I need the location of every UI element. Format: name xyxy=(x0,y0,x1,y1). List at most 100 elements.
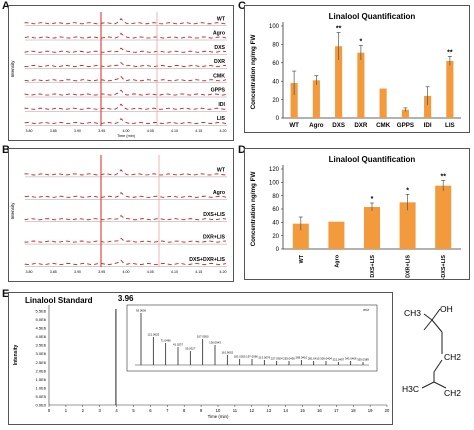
bar-wt xyxy=(292,223,309,249)
trace-line xyxy=(24,237,227,243)
y-tick-label: 60 xyxy=(272,207,279,213)
x-tick-label: 5 xyxy=(132,408,135,413)
y-axis-label: Intensity xyxy=(13,345,19,366)
y-axis-label: Concentration ng/mg FW xyxy=(250,35,257,110)
trace-agro: Agro xyxy=(24,31,227,41)
y-tick-label: 5.0E6 xyxy=(36,317,47,322)
oh-label: OH xyxy=(440,304,453,314)
trace-line xyxy=(24,32,227,39)
x-tick-label: 4.00 xyxy=(123,270,130,274)
significance-marker: ** xyxy=(447,49,453,56)
category-label: CMK xyxy=(376,122,391,129)
y-tick-label: 100 xyxy=(269,24,280,30)
x-tick-label: 19 xyxy=(368,408,373,413)
trace-label: DXS+DXR+LIS xyxy=(189,257,225,263)
bar-agro xyxy=(328,221,345,249)
spectrum-peak-label: 355.0389 xyxy=(357,358,369,362)
standard-chromatogram-svg: Linalool Standard Intensity 0.0E0 5.0E5 1.0E… xyxy=(13,294,390,419)
x-tick-label: 3.80 xyxy=(26,270,33,274)
chromatogram-b-svg: Intensity WT Agro DXS+LIS DXR+LIS DXS+DXR+LIS… xyxy=(10,155,227,274)
spectrum-peak-label: 41.0237 xyxy=(173,343,184,347)
spectrum-peak-label: 268.0410 xyxy=(295,356,307,360)
spectrum-peak-label: 197.0066 xyxy=(246,355,258,359)
spectrum-peak-label: 227.9924 xyxy=(271,357,283,361)
bar-chart-panel-c: Linalool Quantification Concentration ng/… xyxy=(244,5,470,133)
x-tick-label: 4.10 xyxy=(171,270,178,274)
trace-cmk: CMK xyxy=(24,73,227,83)
h3c-label: H3C xyxy=(402,384,419,394)
y-tick-label: 5.0E5 xyxy=(36,394,47,399)
trace-line xyxy=(24,214,227,221)
bar-chart-d-svg: Linalool Quantification Concentration ng/… xyxy=(250,155,461,292)
x-tick-label: 4.15 xyxy=(195,129,202,133)
spectrum-peak-label: 281.0415 xyxy=(308,357,320,361)
trace-dxr-lis: DXR+LIS xyxy=(24,235,227,245)
trace-agro: Agro xyxy=(24,190,227,200)
bar-lis xyxy=(446,60,454,118)
category-label: DXR+LIS xyxy=(406,255,412,278)
y-tick-label: 5.5E6 xyxy=(36,309,47,314)
significance-marker: * xyxy=(371,196,374,203)
significance-marker: ** xyxy=(440,173,446,180)
x-tick-label: 17 xyxy=(334,408,339,413)
y-tick-label: 0.0E0 xyxy=(36,403,47,408)
trace-label: Agro xyxy=(213,190,225,196)
trace-label: CMK xyxy=(213,73,225,79)
x-tick-label: 20 xyxy=(385,408,390,413)
x-tick-label: 14 xyxy=(283,408,288,413)
y-axis-label: Intensity xyxy=(10,202,15,220)
trace-wt: WT xyxy=(24,167,227,178)
panel-label-a: A xyxy=(2,0,10,12)
category-label: Agro xyxy=(309,122,324,129)
linalool-structure-svg: CH3 OH CH2 H3C CH2 xyxy=(402,304,461,398)
panel-label-c: C xyxy=(238,0,246,12)
category-label: IDI xyxy=(424,122,432,129)
significance-marker: ** xyxy=(336,25,342,32)
y-tick-label: 2.0E6 xyxy=(36,368,47,373)
x-tick-label: 16 xyxy=(317,408,322,413)
x-tick-label: 4.10 xyxy=(171,129,178,133)
trace-label: WT xyxy=(217,16,226,22)
spectrum-peak-label: 161.9002 xyxy=(221,351,233,355)
category-label: DXS xyxy=(332,122,345,129)
x-tick-label: 4.05 xyxy=(147,129,154,133)
spectrum-peak-label: 107.0500 xyxy=(197,335,209,339)
y-tick-label: 120 xyxy=(269,167,280,173)
x-tick-label: 4.20 xyxy=(220,129,227,133)
x-tick-label: 15 xyxy=(300,408,305,413)
y-tick-label: 2.5E6 xyxy=(36,360,47,365)
y-tick-label: 40 xyxy=(272,79,279,85)
chromatogram-panel-b: Intensity WT Agro DXS+LIS DXR+LIS DXS+DXR+LIS… xyxy=(8,148,234,282)
y-tick-label: 40 xyxy=(272,221,279,227)
bar-agro xyxy=(312,80,320,118)
spectrum-peak-label: 321.0407 xyxy=(332,358,344,362)
x-tick-label: 6 xyxy=(149,408,152,413)
y-tick-label: 0 xyxy=(276,247,280,253)
x-tick-label: 3.85 xyxy=(50,129,57,133)
bar-dxr-dxs-lis xyxy=(435,185,452,249)
trace-label: DXR+LIS xyxy=(203,235,226,241)
trace-line xyxy=(24,75,227,82)
spectrum-peak-label: 213.0076 xyxy=(258,356,270,360)
x-tick-label: 4.20 xyxy=(220,270,227,274)
trace-dxs: DXS xyxy=(24,45,227,55)
x-tick-label: 18 xyxy=(351,408,356,413)
category-label: LIS xyxy=(445,122,455,129)
bar-dxs xyxy=(335,46,343,118)
trace-line xyxy=(24,61,227,68)
y-tick-label: 4.5E6 xyxy=(36,326,47,331)
x-axis-label: Time (min) xyxy=(208,414,229,419)
significance-marker: * xyxy=(406,187,409,194)
spectrum-peak-label: 71.0496 xyxy=(161,339,172,343)
x-tick-label: 4.15 xyxy=(195,270,202,274)
standard-chromatogram-panel-e: Linalool Standard Intensity 0.0E0 5.0E5 1.0E… xyxy=(8,292,393,425)
x-tick-label: 0 xyxy=(48,408,51,413)
bond xyxy=(433,359,443,373)
category-label: GPPS xyxy=(397,122,414,129)
x-tick-label: 12 xyxy=(249,408,254,413)
ch3-label-top: CH3 xyxy=(404,308,421,318)
x-axis-label: Time (min) xyxy=(117,134,136,138)
category-label: Agro xyxy=(334,254,340,267)
spectrum-peak-label: 341.0406 xyxy=(345,357,357,361)
x-tick-label: 4.05 xyxy=(147,270,154,274)
